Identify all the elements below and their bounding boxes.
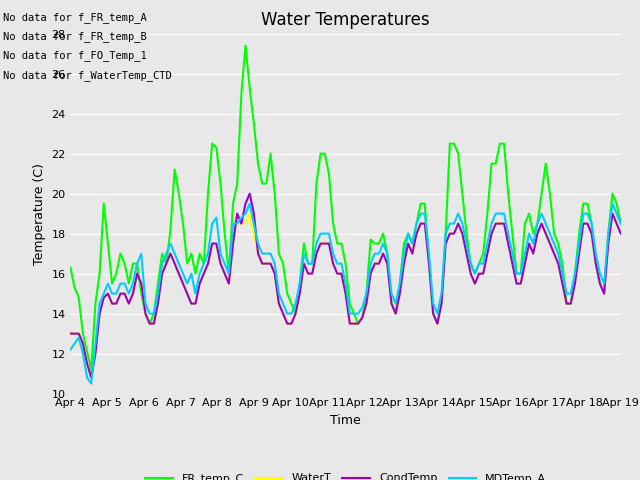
MDTemp_A (592, 251, 600, 256)
WaterT (604, 240, 612, 247)
MDTemp_A (421, 211, 429, 216)
Y-axis label: Temperature (C): Temperature (C) (33, 163, 45, 264)
CondTemp (67, 331, 74, 336)
Title: Water Temperatures: Water Temperatures (261, 11, 430, 29)
FR_temp_C (108, 281, 116, 287)
CondTemp (604, 240, 612, 247)
WaterT (421, 221, 429, 227)
Text: No data for f_FR_temp_A: No data for f_FR_temp_A (3, 12, 147, 23)
CondTemp (421, 221, 429, 227)
WaterT (592, 261, 600, 266)
Line: CondTemp: CondTemp (70, 193, 621, 378)
CondTemp (592, 261, 600, 266)
Text: No data for f_WaterTemp_CTD: No data for f_WaterTemp_CTD (3, 70, 172, 81)
Line: FR_temp_C: FR_temp_C (70, 46, 621, 370)
WaterT (108, 300, 116, 306)
MDTemp_A (454, 211, 462, 216)
WaterT (67, 331, 74, 336)
FR_temp_C (242, 43, 250, 48)
MDTemp_A (617, 221, 625, 227)
MDTemp_A (67, 347, 74, 352)
FR_temp_C (604, 231, 612, 237)
FR_temp_C (88, 367, 95, 372)
X-axis label: Time: Time (330, 414, 361, 427)
Line: WaterT: WaterT (70, 214, 621, 378)
WaterT (454, 221, 462, 227)
CondTemp (454, 221, 462, 227)
FR_temp_C (421, 201, 429, 206)
WaterT (88, 375, 95, 381)
WaterT (617, 231, 625, 237)
CondTemp (88, 375, 95, 381)
CondTemp (438, 300, 445, 306)
FR_temp_C (454, 151, 462, 156)
MDTemp_A (438, 291, 445, 297)
MDTemp_A (108, 291, 116, 297)
Text: No data for f_FR_temp_B: No data for f_FR_temp_B (3, 31, 147, 42)
FR_temp_C (67, 264, 74, 270)
CondTemp (108, 300, 116, 306)
CondTemp (246, 191, 253, 196)
Legend: FR_temp_C, WaterT, CondTemp, MDTemp_A: FR_temp_C, WaterT, CondTemp, MDTemp_A (140, 469, 551, 480)
FR_temp_C (592, 261, 600, 266)
MDTemp_A (88, 381, 95, 386)
FR_temp_C (617, 221, 625, 227)
MDTemp_A (604, 231, 612, 237)
Line: MDTemp_A: MDTemp_A (70, 204, 621, 384)
CondTemp (617, 231, 625, 237)
WaterT (234, 211, 241, 216)
WaterT (438, 300, 445, 306)
MDTemp_A (246, 201, 253, 206)
Text: No data for f_FO_Temp_1: No data for f_FO_Temp_1 (3, 50, 147, 61)
FR_temp_C (438, 300, 445, 306)
